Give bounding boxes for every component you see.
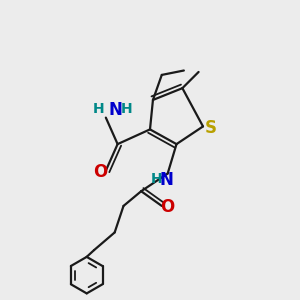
Text: O: O [160, 198, 175, 216]
Text: H: H [121, 102, 132, 116]
Text: N: N [109, 101, 123, 119]
Text: S: S [204, 119, 216, 137]
Text: H: H [151, 172, 162, 186]
Text: H: H [93, 102, 104, 116]
Text: O: O [93, 163, 107, 181]
Text: N: N [159, 171, 173, 189]
